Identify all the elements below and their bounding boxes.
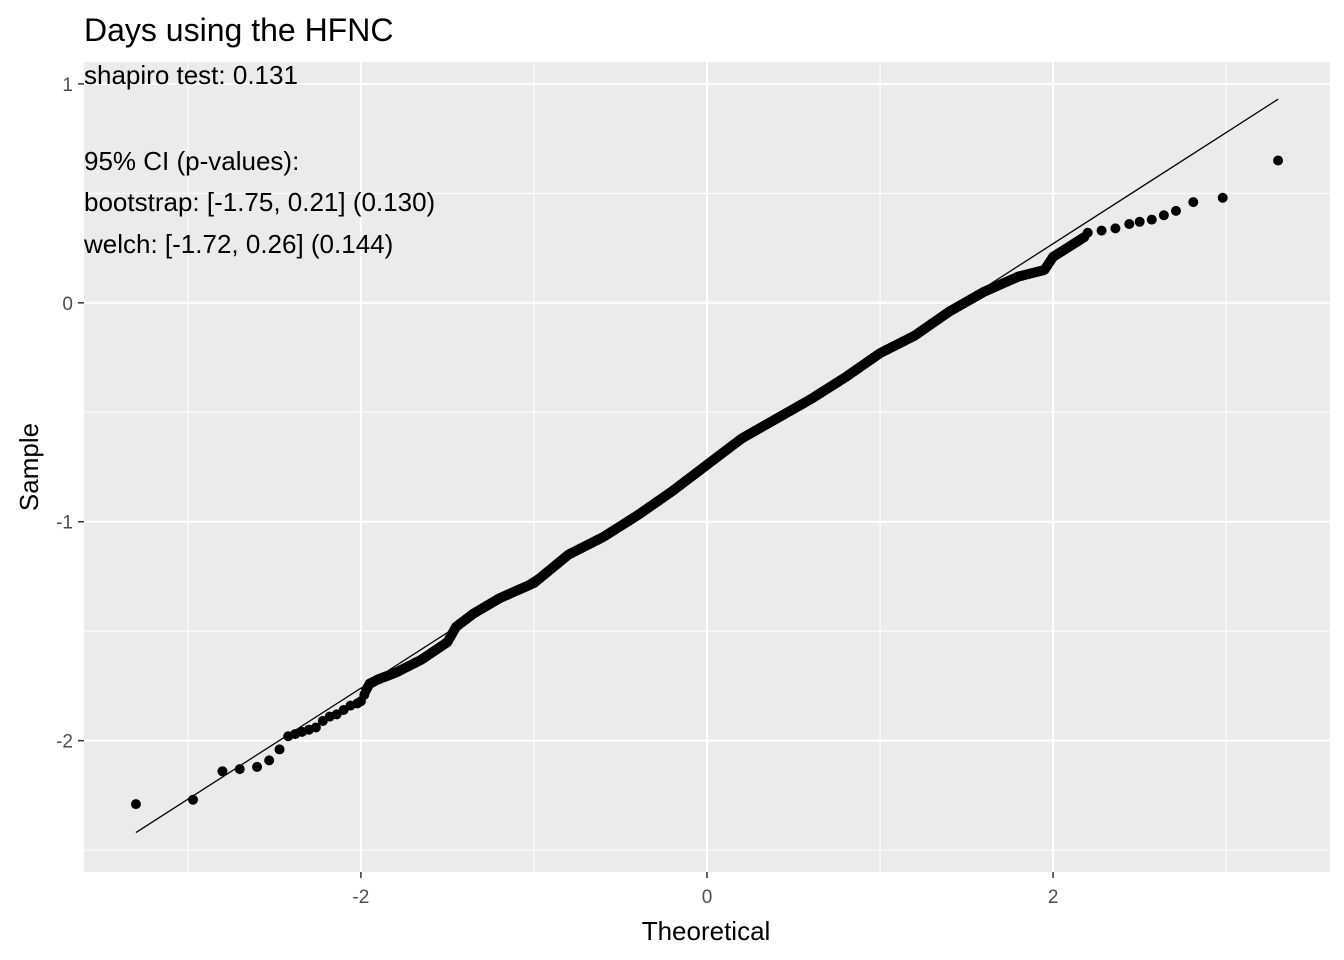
qq-point-lower-tail bbox=[217, 766, 228, 777]
qq-point-upper-tail bbox=[1188, 197, 1199, 208]
x-tick-label: -2 bbox=[352, 887, 369, 908]
y-tick-label: -1 bbox=[56, 513, 73, 534]
qq-point-upper-tail bbox=[1124, 219, 1135, 229]
annotation-shapiro: shapiro test: 0.131 bbox=[84, 60, 298, 90]
annotation-welch: welch: [-1.72, 0.26] (0.144) bbox=[83, 229, 393, 259]
qq-point-upper-tail bbox=[1082, 227, 1093, 238]
y-tick-label: -2 bbox=[56, 732, 73, 753]
x-axis-title: Theoretical bbox=[642, 916, 771, 946]
y-axis-title: Sample bbox=[14, 423, 44, 511]
qq-point-upper-tail bbox=[1273, 155, 1284, 166]
qq-point-lower-tail bbox=[310, 722, 321, 733]
x-tick-label: 0 bbox=[702, 887, 713, 908]
annotation-ci-heading: 95% CI (p-values): bbox=[84, 146, 299, 176]
x-tick-label: 2 bbox=[1048, 887, 1059, 908]
qq-point-lower-tail bbox=[188, 794, 199, 805]
qq-point-upper-tail bbox=[1146, 214, 1157, 225]
qq-point-upper-tail bbox=[1170, 205, 1181, 216]
chart-title: Days using the HFNC bbox=[84, 12, 393, 48]
sample-points bbox=[130, 155, 1284, 810]
qq-point-lower-tail bbox=[274, 744, 285, 755]
axis-ticks: -2 0 2 -2 -1 0 1 bbox=[56, 75, 1058, 908]
annotation-bootstrap: bootstrap: [-1.75, 0.21] (0.130) bbox=[84, 187, 435, 217]
qq-point-lower-tail bbox=[234, 764, 245, 775]
y-tick-label: 1 bbox=[62, 75, 73, 96]
y-tick-label: 0 bbox=[62, 294, 73, 315]
qq-point-upper-tail bbox=[1110, 223, 1121, 234]
qq-point-lower-tail bbox=[252, 761, 263, 772]
qq-point-lower-tail bbox=[130, 799, 141, 810]
qq-point-lower-tail bbox=[264, 755, 275, 766]
qq-point-upper-tail bbox=[1096, 225, 1107, 236]
qq-point-upper-tail bbox=[1134, 216, 1145, 227]
qq-point-upper-tail bbox=[1217, 192, 1228, 203]
qq-point-upper-tail bbox=[1158, 210, 1169, 221]
stats-annotation: shapiro test: 0.131 95% CI (p-values): b… bbox=[83, 60, 435, 259]
